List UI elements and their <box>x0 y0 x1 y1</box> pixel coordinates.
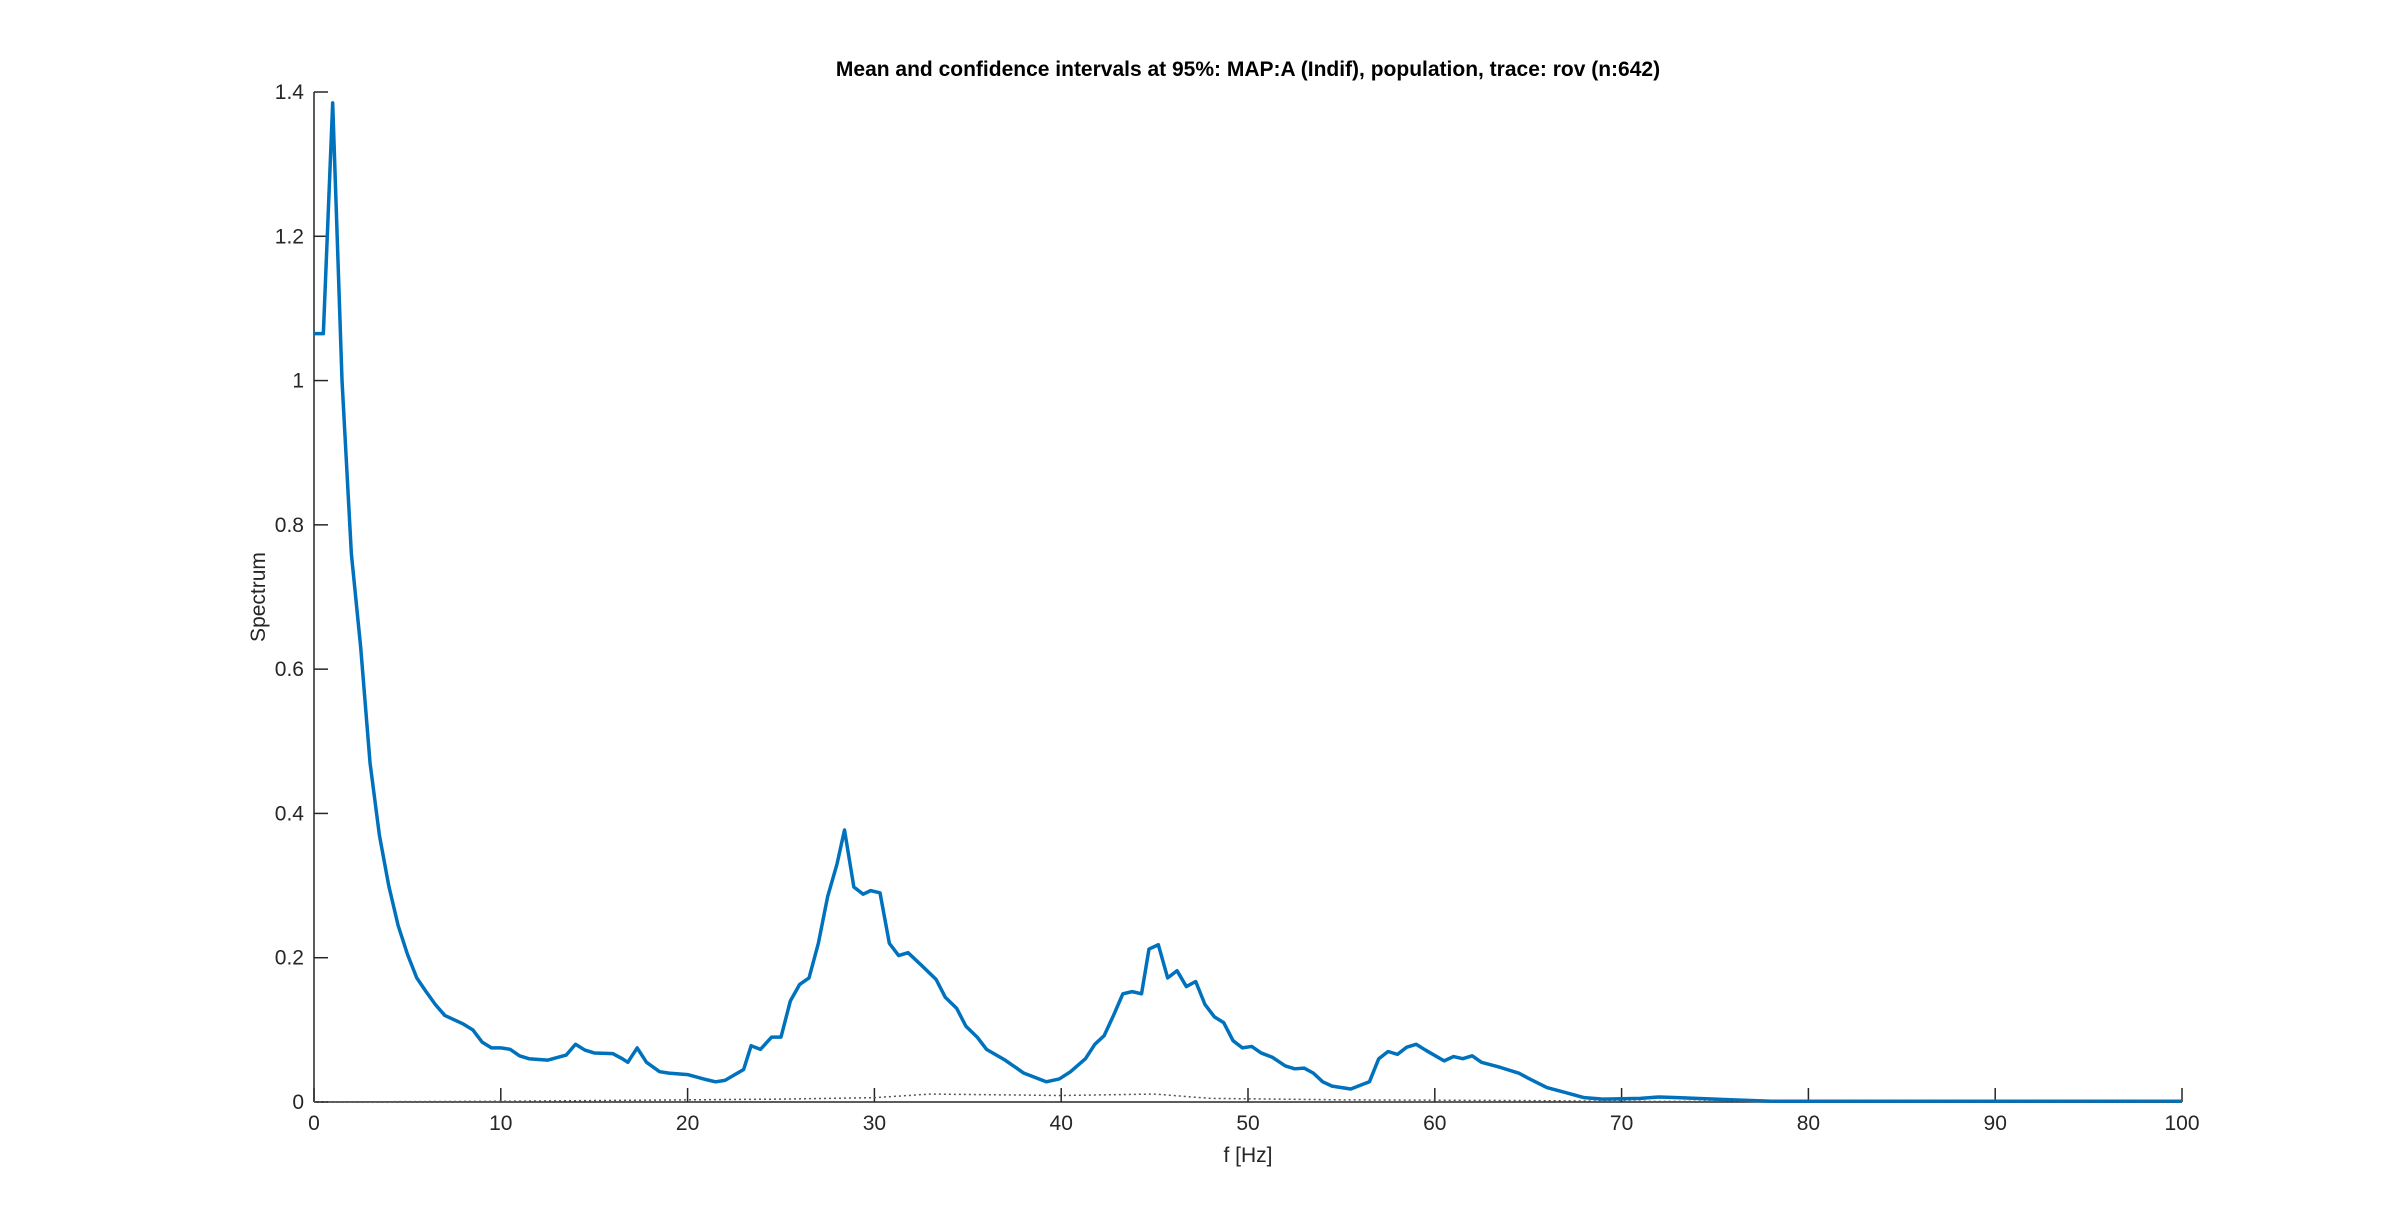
x-tick-label: 40 <box>1050 1112 1073 1135</box>
x-tick-label: 90 <box>1984 1112 2007 1135</box>
y-tick-label: 0.2 <box>275 947 304 970</box>
x-tick-label: 10 <box>489 1112 512 1135</box>
y-tick-label: 1 <box>292 370 304 393</box>
x-tick-label: 100 <box>2164 1112 2199 1135</box>
y-tick-label: 1.2 <box>275 225 304 248</box>
x-tick-label: 0 <box>308 1112 320 1135</box>
y-tick-label: 0.8 <box>275 514 304 537</box>
series-line <box>314 101 2182 1104</box>
x-tick-label: 70 <box>1610 1112 1633 1135</box>
x-tick-label: 30 <box>863 1112 886 1135</box>
y-tick-label: 0.4 <box>275 802 305 825</box>
y-tick-label: 0 <box>292 1091 304 1114</box>
x-tick-label: 60 <box>1423 1112 1446 1135</box>
chart-title: Mean and confidence intervals at 95%: MA… <box>836 58 1660 81</box>
y-axis-label: Spectrum <box>247 552 270 642</box>
y-tick-label: 0.6 <box>275 658 304 681</box>
x-tick-label: 20 <box>676 1112 699 1135</box>
x-tick-label: 80 <box>1797 1112 1820 1135</box>
x-tick-label: 50 <box>1236 1112 1259 1135</box>
x-axis-label: f [Hz] <box>1223 1144 1272 1167</box>
y-tick-label: 1.4 <box>275 81 305 104</box>
